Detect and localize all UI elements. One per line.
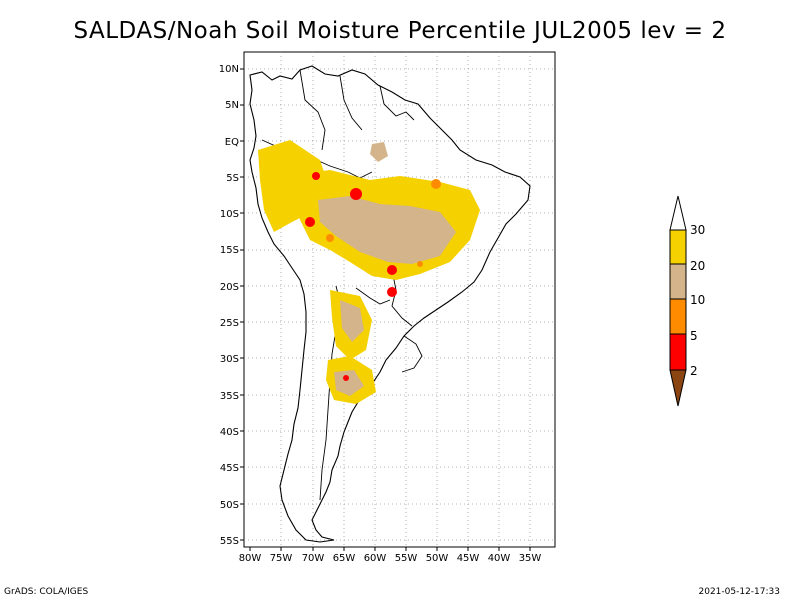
lat-label: 5N: [225, 100, 239, 111]
lat-label: 5S: [226, 173, 239, 184]
credit-text: GrADS: COLA/IGES: [4, 587, 89, 597]
colorbar-swatch-10: [669, 298, 687, 335]
lat-label: EQ: [225, 137, 239, 148]
lon-label: 60W: [364, 553, 387, 564]
lon-label: 65W: [333, 553, 356, 564]
lat-label: 40S: [220, 427, 239, 438]
lon-label: 50W: [426, 553, 449, 564]
lat-label: 45S: [220, 463, 239, 474]
map-frame: [243, 51, 556, 548]
timestamp-text: 2021-05-12-17:33: [698, 587, 781, 597]
lon-label: 35W: [519, 553, 542, 564]
lon-label: 80W: [239, 553, 262, 564]
colorbar-top-arrow: [669, 195, 687, 231]
lat-label: 10S: [220, 209, 239, 220]
colorbar-swatch-20: [669, 263, 687, 300]
colorbar-swatch-30: [669, 229, 687, 265]
colorbar-label: 20: [690, 259, 705, 273]
lat-label: 20S: [220, 282, 239, 293]
lat-label: 15S: [220, 245, 239, 256]
lon-label: 40W: [488, 553, 511, 564]
map-title: SALDAS/Noah Soil Moisture Percentile JUL…: [73, 18, 727, 44]
colorbar: 30 20 10 5 2: [669, 195, 705, 407]
lat-ticks: [240, 68, 244, 541]
continent-outline: [249, 65, 531, 543]
colorbar-label: 10: [690, 293, 705, 307]
percentile-shading: [258, 140, 480, 404]
colorbar-swatch-5: [669, 333, 687, 371]
colorbar-label: 2: [690, 364, 698, 378]
lon-label: 75W: [270, 553, 293, 564]
lon-label: 45W: [457, 553, 480, 564]
gridlines: [244, 52, 555, 547]
colorbar-bottom-arrow: [669, 369, 687, 407]
lon-ticks: [249, 547, 531, 551]
lat-label: 35S: [220, 391, 239, 402]
lat-axis: 10N 5N EQ 5S 10S 15S 20S 25S 30S 35S 40S…: [219, 64, 239, 547]
lat-label: 55S: [220, 536, 239, 547]
colorbar-label: 30: [690, 223, 705, 237]
colorbar-label: 5: [690, 329, 698, 343]
lat-label: 25S: [220, 318, 239, 329]
lon-label: 55W: [395, 553, 418, 564]
lon-axis: 80W 75W 70W 65W 60W 55W 50W 45W 40W 35W: [239, 553, 542, 564]
lon-label: 70W: [302, 553, 325, 564]
lat-label: 10N: [219, 64, 239, 75]
lat-label: 50S: [220, 500, 239, 511]
lat-label: 30S: [220, 354, 239, 365]
